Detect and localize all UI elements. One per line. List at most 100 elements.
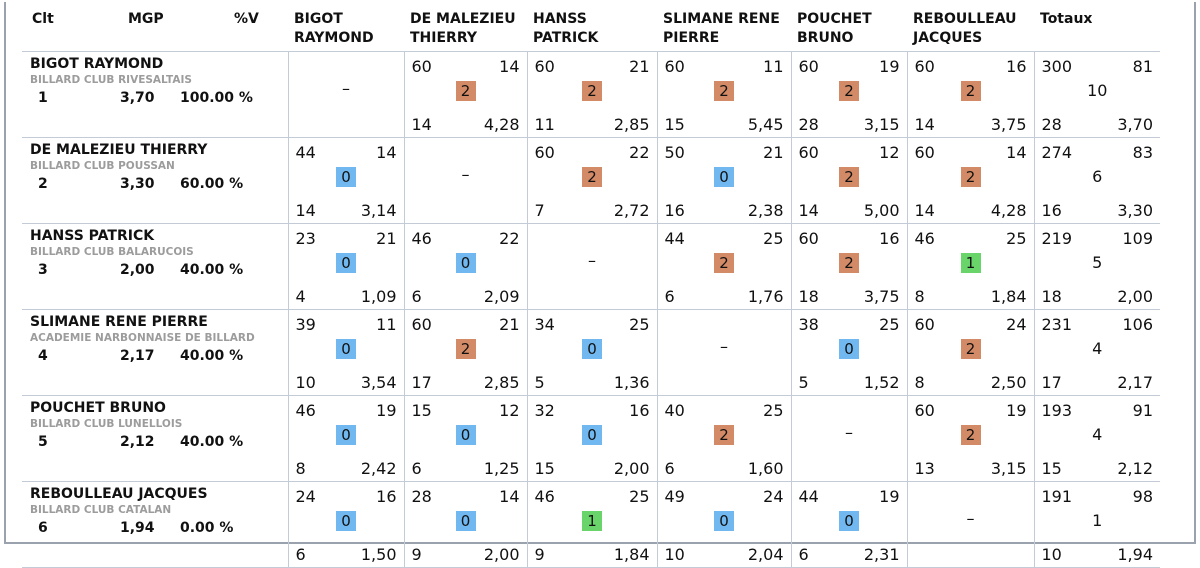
player-name: HANSS PATRICK bbox=[30, 228, 155, 244]
result-cell: 46 25 1 8 1,84 bbox=[906, 223, 1035, 310]
match-score-badge: 0 bbox=[582, 425, 602, 445]
points-value: 23 bbox=[295, 229, 316, 248]
points-value: 34 bbox=[534, 315, 555, 334]
serie-value: 6 bbox=[664, 459, 675, 478]
average-value: 2,72 bbox=[613, 201, 650, 220]
no-match-mark: – bbox=[461, 165, 470, 184]
totals-cell-content: 193 91 4 15 2,12 bbox=[1035, 396, 1161, 481]
reprises-value: 19 bbox=[879, 487, 900, 506]
player-mgp: 2,17 bbox=[120, 348, 155, 364]
player-club: ACADEMIE NARBONNAISE DE BILLARD bbox=[30, 332, 255, 344]
total-match-points: 5 bbox=[1092, 253, 1103, 272]
result-cell-content: 15 12 0 6 1,25 bbox=[405, 396, 527, 481]
average-value: 2,00 bbox=[613, 459, 650, 478]
match-score-badge: 2 bbox=[714, 253, 734, 273]
average-value: 2,50 bbox=[990, 373, 1027, 392]
result-cell: 60 16 2 14 3,75 bbox=[906, 51, 1035, 138]
serie-value: 14 bbox=[798, 201, 819, 220]
best-serie: 18 bbox=[1041, 287, 1062, 306]
table-row: BIGOT RAYMOND BILLARD CLUB RIVESALTAIS 1 3,… bbox=[22, 51, 1160, 138]
result-cell: – bbox=[526, 223, 658, 310]
average-value: 3,14 bbox=[360, 201, 397, 220]
result-cell: 46 22 0 6 2,09 bbox=[403, 223, 528, 310]
result-cell-content: 60 14 2 14 4,28 bbox=[908, 138, 1034, 223]
result-cell: 60 21 2 11 2,85 bbox=[526, 51, 658, 138]
header-opponent: REBOULLEAU JACQUES bbox=[913, 11, 1017, 46]
best-serie: 10 bbox=[1041, 545, 1062, 564]
result-cell: 49 24 0 10 2,04 bbox=[656, 481, 792, 568]
no-match-mark: – bbox=[845, 423, 853, 442]
general-average: 3,30 bbox=[1117, 201, 1153, 220]
result-cell: 44 19 0 6 2,31 bbox=[790, 481, 908, 568]
match-score-badge: 0 bbox=[455, 253, 476, 273]
reprises-value: 21 bbox=[499, 315, 520, 334]
points-value: 44 bbox=[295, 143, 316, 162]
match-score-badge: 0 bbox=[582, 339, 602, 359]
reprises-value: 22 bbox=[629, 143, 650, 162]
average-value: 5,00 bbox=[863, 201, 900, 220]
serie-value: 5 bbox=[798, 373, 809, 392]
match-score-badge: 0 bbox=[714, 167, 734, 187]
serie-value: 4 bbox=[295, 287, 306, 306]
player-pv: 100.00 % bbox=[180, 90, 253, 106]
average-value: 2,09 bbox=[483, 287, 520, 306]
serie-value: 14 bbox=[914, 115, 935, 134]
points-value: 60 bbox=[798, 143, 819, 162]
result-cell-content: 44 19 0 6 2,31 bbox=[792, 482, 907, 567]
header-opponent: DE MALEZIEU THIERRY bbox=[410, 11, 516, 46]
result-cell: 60 24 2 8 2,50 bbox=[906, 309, 1035, 396]
result-cell: 28 14 0 9 2,00 bbox=[403, 481, 528, 568]
points-value: 46 bbox=[295, 401, 316, 420]
reprises-value: 21 bbox=[376, 229, 397, 248]
no-match-mark: – bbox=[720, 337, 728, 356]
points-value: 46 bbox=[534, 487, 555, 506]
header-opponent: HANSS PATRICK bbox=[533, 11, 599, 46]
match-score-badge: 0 bbox=[336, 425, 356, 445]
serie-value: 15 bbox=[534, 459, 555, 478]
result-cell-content: – bbox=[658, 310, 791, 395]
general-average: 2,12 bbox=[1117, 459, 1153, 478]
result-cell-content: 46 22 0 6 2,09 bbox=[405, 224, 527, 309]
serie-value: 6 bbox=[798, 545, 809, 564]
player-rank: 3 bbox=[38, 262, 48, 278]
total-reprises: 81 bbox=[1132, 57, 1153, 76]
serie-value: 9 bbox=[534, 545, 545, 564]
points-value: 40 bbox=[664, 401, 685, 420]
total-match-points: 4 bbox=[1092, 339, 1103, 358]
reprises-value: 19 bbox=[1006, 401, 1027, 420]
average-value: 4,28 bbox=[990, 201, 1027, 220]
player-name: BIGOT RAYMOND bbox=[30, 56, 164, 72]
player-mgp: 3,70 bbox=[120, 90, 155, 106]
match-score-badge: 2 bbox=[455, 81, 476, 101]
match-score-badge: 0 bbox=[455, 425, 476, 445]
player-mgp: 3,30 bbox=[120, 176, 155, 192]
result-cell: 15 12 0 6 1,25 bbox=[403, 395, 528, 482]
result-cell-content: 28 14 0 9 2,00 bbox=[405, 482, 527, 567]
player-pv: 40.00 % bbox=[180, 262, 244, 278]
totals-cell: 300 81 10 28 3,70 bbox=[1033, 51, 1160, 138]
player-club: BILLARD CLUB RIVESALTAIS bbox=[30, 74, 192, 86]
average-value: 1,25 bbox=[483, 459, 520, 478]
reprises-value: 25 bbox=[763, 401, 784, 420]
points-value: 38 bbox=[798, 315, 819, 334]
average-value: 1,76 bbox=[747, 287, 784, 306]
reprises-value: 19 bbox=[879, 57, 900, 76]
player-club: BILLARD CLUB POUSSAN bbox=[30, 160, 175, 172]
header-pv: %V bbox=[234, 11, 259, 27]
reprises-value: 16 bbox=[879, 229, 900, 248]
match-score-badge: 0 bbox=[839, 339, 859, 359]
player-pv: 0.00 % bbox=[180, 520, 234, 536]
table-row: POUCHET BRUNO BILLARD CLUB LUNELLOIS 5 2,12… bbox=[22, 395, 1161, 482]
player-name: POUCHET BRUNO bbox=[30, 400, 166, 416]
reprises-value: 11 bbox=[376, 315, 397, 334]
points-value: 60 bbox=[914, 143, 935, 162]
result-cell-content: 46 25 1 9 1,84 bbox=[528, 482, 657, 567]
reprises-value: 14 bbox=[499, 487, 520, 506]
result-cell-content: 49 24 0 10 2,04 bbox=[658, 482, 791, 567]
match-score-badge: 0 bbox=[336, 253, 356, 273]
serie-value: 14 bbox=[914, 201, 935, 220]
points-value: 50 bbox=[664, 143, 685, 162]
total-points: 191 bbox=[1041, 487, 1073, 506]
serie-value: 14 bbox=[295, 201, 316, 220]
serie-value: 8 bbox=[914, 373, 925, 392]
